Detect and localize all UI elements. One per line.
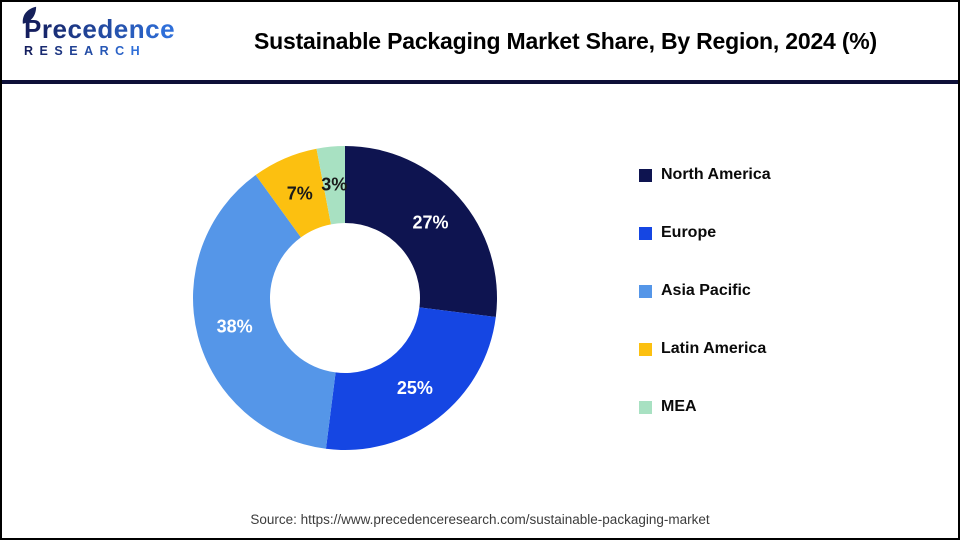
logo-letter: e <box>82 14 98 44</box>
legend-item-latin-america: Latin America <box>639 336 771 362</box>
logo-letter: E <box>39 44 55 58</box>
slice-label-europe: 25% <box>397 378 433 398</box>
chart-title: Sustainable Packaging Market Share, By R… <box>254 27 877 54</box>
title-container: Sustainable Packaging Market Share, By R… <box>187 2 944 80</box>
legend-swatch-north-america <box>639 168 652 182</box>
logo-letter: R <box>99 44 116 58</box>
logo-leaf-icon <box>22 6 37 24</box>
logo-letter: S <box>54 44 70 58</box>
donut-chart: 27% 25% 38% 7% 3% <box>193 146 497 450</box>
logo-letter: e <box>52 14 68 44</box>
legend-item-europe: Europe <box>639 220 771 246</box>
logo-letter: r <box>41 14 53 44</box>
logo-wordmark-text: Precedence <box>24 14 175 44</box>
logo-letter: c <box>145 14 161 44</box>
slice-label-asia-pacific: 38% <box>217 316 253 336</box>
slice-label-mea: 3% <box>321 175 347 195</box>
legend-item-mea: MEA <box>639 394 771 420</box>
legend-swatch-europe <box>639 226 652 240</box>
slice-label-north-america: 27% <box>412 213 448 233</box>
logo-letter: c <box>67 14 83 44</box>
legend-swatch-asia-pacific <box>639 284 652 298</box>
legend-swatch-latin-america <box>639 342 652 356</box>
logo-letter: e <box>113 14 129 44</box>
legend-label: North America <box>661 166 771 183</box>
legend-label: Europe <box>661 224 717 241</box>
logo-letter: d <box>97 14 114 44</box>
donut-slice-north-america <box>345 146 497 318</box>
donut-slice-asia-pacific <box>193 175 336 449</box>
logo-letter: H <box>130 44 147 58</box>
legend-swatch-mea <box>639 400 652 414</box>
source-text: Source: https://www.precedenceresearch.c… <box>250 512 710 527</box>
legend: North America Europe Asia Pacific Latin … <box>639 162 771 452</box>
legend-label: Asia Pacific <box>661 282 751 299</box>
logo-letter: R <box>24 44 40 58</box>
logo-letter: A <box>84 44 100 58</box>
footer: Source: https://www.precedenceresearch.c… <box>2 512 958 527</box>
legend-item-north-america: North America <box>639 162 771 188</box>
donut-slice-latin-america <box>255 148 331 238</box>
legend-item-asia-pacific: Asia Pacific <box>639 278 771 304</box>
brand-logo: Precedence RESEARCH <box>22 6 175 58</box>
donut-slice-mea <box>316 146 345 225</box>
logo-letter: C <box>115 44 131 58</box>
legend-label: Latin America <box>661 340 767 357</box>
donut-slice-europe <box>325 307 496 450</box>
logo-letter: e <box>160 14 176 44</box>
logo-subtitle: RESEARCH <box>24 45 175 58</box>
logo-letter: P <box>24 14 42 44</box>
slice-label-latin-america: 7% <box>287 183 313 203</box>
logo-letter: n <box>128 14 146 44</box>
legend-label: MEA <box>661 398 697 415</box>
leaf-shape <box>22 6 37 24</box>
logo-letter: E <box>69 44 85 58</box>
header: Precedence RESEARCH Sustainable Packagin… <box>2 2 958 84</box>
logo-wordmark: Precedence <box>22 6 175 44</box>
